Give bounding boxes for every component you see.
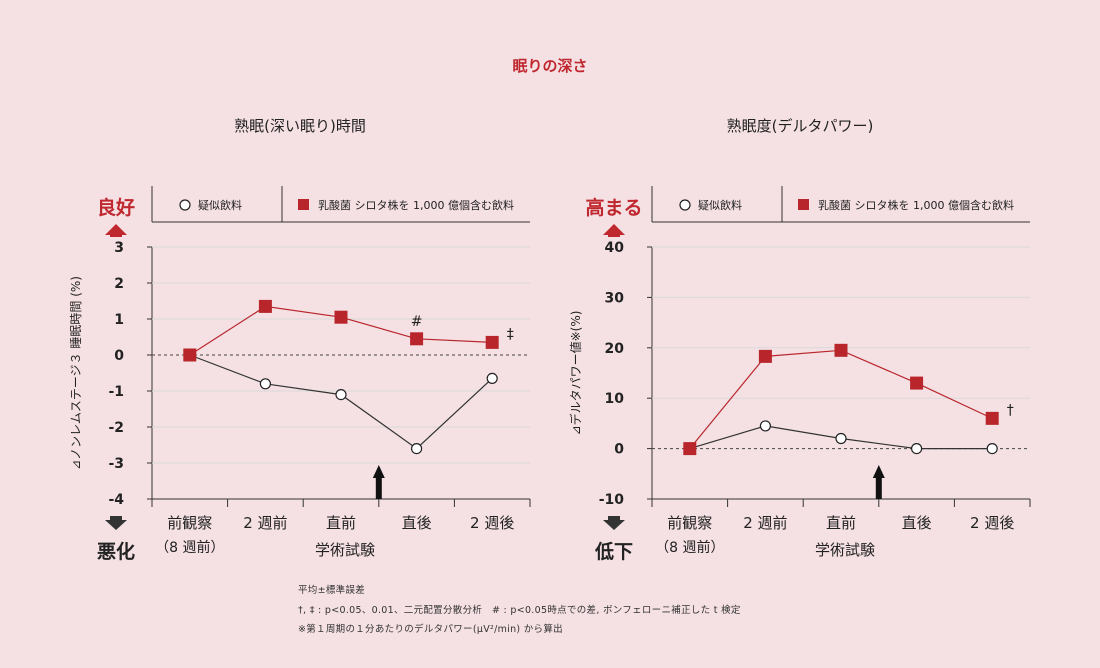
chart-1-series-2-point xyxy=(183,348,197,362)
chart-1-y-tick-label: 0 xyxy=(114,348,124,364)
chart-2-y-tick-label: 20 xyxy=(605,341,625,357)
chart-1-x-sub-label: （8 週前） xyxy=(155,539,224,556)
chart-2-series-2-point xyxy=(910,376,924,390)
chart-1-y-axis-label: ⊿ノンレムステージ３ 睡眠時間 (%) xyxy=(69,276,83,470)
chart-1-legend-filled-square-icon xyxy=(298,199,309,210)
chart-2-y-tick-label: 0 xyxy=(614,442,624,458)
footnote-1: 平均±標準誤差 xyxy=(298,585,366,596)
chart-2-series-1-point xyxy=(759,420,772,432)
chart-2-x-tick-label: 前観察 xyxy=(667,514,712,532)
chart-2-legend-filled-square-icon xyxy=(798,199,809,210)
chart-2-x-tick-label: 直後 xyxy=(902,514,932,532)
chart-1-annotation: # xyxy=(411,314,423,330)
chart-1-legend-filled-label: 乳酸菌 シロタ株を 1,000 億個含む飲料 xyxy=(318,198,514,212)
chart-2-series-2-point xyxy=(683,442,697,456)
chart-1-exam-arrow-icon xyxy=(372,465,385,478)
chart-2-legend-open-label: 疑似飲料 xyxy=(698,198,742,212)
chart-1-bottom-label: 悪化 xyxy=(97,540,135,563)
chart-1-series-1-point xyxy=(411,443,423,455)
chart-2-y-tick-label: -10 xyxy=(599,492,625,508)
chart-2-exam-arrow-stem xyxy=(875,476,882,499)
main-title: 眠りの深さ xyxy=(512,57,588,75)
chart-2-title: 熟眠度(デルタパワー) xyxy=(726,117,874,135)
chart-2-series-2-point xyxy=(758,349,772,363)
chart-2-exam-arrow-icon xyxy=(872,465,885,478)
chart-2-up-arrow-stem xyxy=(608,231,620,237)
chart-2-y-tick-label: 10 xyxy=(605,391,625,407)
chart-1-exam-arrow-stem xyxy=(375,476,382,499)
chart-1-y-tick-label: -2 xyxy=(108,420,124,436)
chart-1-series-1-line xyxy=(189,354,493,450)
chart-1-y-tick-label: 2 xyxy=(114,276,124,292)
chart-1-y-tick-label: -1 xyxy=(108,384,124,400)
chart-2-y-axis-label: ⊿デルタパワー値※(%) xyxy=(568,311,583,436)
footnote-2: †, ‡ : p<0.05、0.01、二元配置分散分析 # : p<0.05時点… xyxy=(298,605,741,616)
chart-2-series-1-point xyxy=(986,443,998,455)
chart-2-down-arrow-icon xyxy=(603,520,625,530)
chart-2-top-label: 高まる xyxy=(585,196,642,219)
chart-2-series-2-point xyxy=(985,411,999,425)
chart-2-x-tick-label: 2 週前 xyxy=(743,514,787,532)
chart-1-x-tick-label: 直後 xyxy=(402,514,432,532)
chart-1-series-2-point xyxy=(485,335,499,349)
chart-1-y-tick-label: 3 xyxy=(114,240,124,256)
chart-1-top-label: 良好 xyxy=(97,196,135,219)
chart-1-series-2-point xyxy=(410,332,424,346)
chart-1-annotation: ‡ xyxy=(507,326,514,342)
chart-1-legend-open-label: 疑似飲料 xyxy=(198,198,242,212)
chart-1-series-2-point xyxy=(258,299,272,313)
chart-1-series-1-point xyxy=(335,389,347,401)
chart-2-legend-open-circle-icon xyxy=(679,199,691,211)
chart-1-down-arrow-stem xyxy=(110,516,122,522)
chart-2-annotation: † xyxy=(1007,402,1014,418)
chart-2-down-arrow-stem xyxy=(608,516,620,522)
chart-1-series-1-point xyxy=(486,372,498,384)
chart-1-legend-open-circle-icon xyxy=(179,199,191,211)
chart-1-title: 熟眠(深い眠り)時間 xyxy=(234,117,366,135)
chart-1-x-tick-label: 前観察 xyxy=(167,514,212,532)
chart-1-y-tick-label: -3 xyxy=(108,456,124,472)
chart-1-series-1-point xyxy=(259,378,271,390)
chart-1-series-2-point xyxy=(334,310,348,324)
footnote-3: ※第１周期の１分あたりのデルタパワー(μV²/min) から算出 xyxy=(298,624,563,635)
chart-1-up-arrow-stem xyxy=(110,231,122,237)
chart-2-series-2-point xyxy=(834,343,848,357)
chart-1-down-arrow-icon xyxy=(105,520,127,530)
chart-2-x-tick-label: 2 週後 xyxy=(970,514,1014,532)
chart-2-y-tick-label: 40 xyxy=(605,240,625,256)
chart-1-x-tick-label: 直前 xyxy=(326,514,356,532)
chart-2-legend-filled-label: 乳酸菌 シロタ株を 1,000 億個含む飲料 xyxy=(818,198,1014,212)
chart-1-y-tick-label: 1 xyxy=(114,312,124,328)
chart-2-bottom-label: 低下 xyxy=(594,540,633,563)
chart-1-y-tick-label: -4 xyxy=(108,492,124,508)
chart-1-x-tick-label: 2 週前 xyxy=(243,514,287,532)
chart-2-y-tick-label: 30 xyxy=(605,290,625,306)
chart-1-x-tick-label: 2 週後 xyxy=(470,514,514,532)
chart-2-series-1-point xyxy=(835,432,847,445)
chart-1-x-axis-label: 学術試験 xyxy=(315,541,375,559)
chart-2-x-tick-label: 直前 xyxy=(826,514,856,532)
chart-2-series-1-point xyxy=(910,443,923,455)
chart-2-x-axis-label: 学術試験 xyxy=(815,541,875,559)
chart-2-x-sub-label: （8 週前） xyxy=(655,539,724,556)
